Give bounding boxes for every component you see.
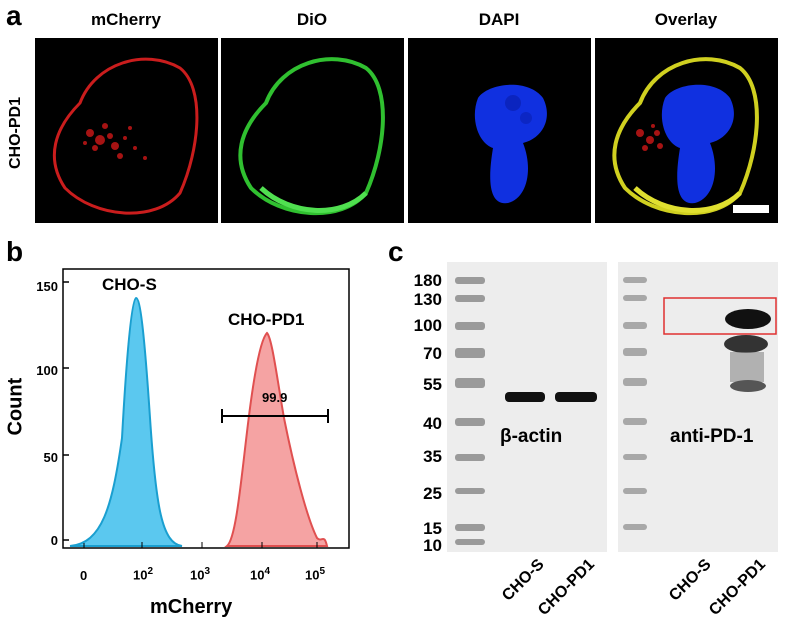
anti-pd1-label: anti-PD-1 xyxy=(670,426,754,447)
x-tick-10-4: 104 xyxy=(250,566,271,583)
mw-55: 55 xyxy=(423,375,442,394)
channel-label-mcherry: mCherry xyxy=(91,10,161,29)
beta-actin-band-cho-pd1 xyxy=(555,392,597,402)
cho-s-area xyxy=(69,296,183,547)
highlight-box xyxy=(663,297,777,335)
scale-bar xyxy=(733,205,769,213)
mw-180: 180 xyxy=(413,271,442,290)
western-blot-beta-actin xyxy=(447,262,607,552)
channel-label-dapi: DAPI xyxy=(478,10,520,29)
x-tick-0: 0 xyxy=(80,568,88,583)
y-tick-150: 150 xyxy=(36,279,58,294)
mw-70: 70 xyxy=(423,344,442,363)
y-tick-100: 100 xyxy=(36,363,58,378)
y-axis-label: Count xyxy=(4,377,27,436)
x-tick-10-5: 105 xyxy=(305,566,326,583)
mw-25: 25 xyxy=(423,484,442,503)
panel-a-letter: a xyxy=(6,0,22,31)
gate-value: 99.9 xyxy=(262,390,288,405)
western-blot-anti-pd1 xyxy=(618,262,778,552)
mw-130: 130 xyxy=(413,290,442,309)
label-cho-pd1: CHO-PD1 xyxy=(228,310,305,329)
micrograph-dio xyxy=(221,38,404,223)
micrograph-overlay xyxy=(595,38,778,223)
mw-35: 35 xyxy=(423,447,442,466)
micrograph-dapi xyxy=(408,38,591,223)
mw-10: 10 xyxy=(423,536,442,555)
pd1-band-55 xyxy=(730,380,766,392)
row-label-cho-pd1: CHO-PD1 xyxy=(7,96,24,169)
x-tick-10-3: 103 xyxy=(190,566,211,583)
cho-pd1-area xyxy=(224,331,329,547)
panel-c-letter: c xyxy=(388,236,404,267)
pd1-band-main xyxy=(725,309,771,329)
channel-label-overlay: Overlay xyxy=(654,10,718,29)
lane-label-blot2-cho-pd1: CHO-PD1 xyxy=(706,556,770,619)
y-tick-50: 50 xyxy=(43,450,58,465)
mw-15: 15 xyxy=(423,519,442,538)
lane-label-blot2-cho-s: CHO-S xyxy=(666,556,716,605)
x-tick-10-2: 102 xyxy=(133,566,154,583)
mw-40: 40 xyxy=(423,414,442,433)
micrograph-mcherry xyxy=(35,38,218,223)
beta-actin-band-cho-s xyxy=(505,392,545,402)
mw-100: 100 xyxy=(413,316,442,335)
y-tick-0: 0 xyxy=(50,533,58,548)
pd1-band-70 xyxy=(724,335,768,353)
label-cho-s: CHO-S xyxy=(102,275,157,294)
channel-label-dio: DiO xyxy=(296,10,328,29)
beta-actin-label: β-actin xyxy=(500,426,563,447)
histogram-plot xyxy=(62,268,350,549)
x-axis-label: mCherry xyxy=(150,596,233,618)
panel-b-letter: b xyxy=(6,236,24,267)
lane-label-blot1-cho-s: CHO-S xyxy=(499,556,549,605)
